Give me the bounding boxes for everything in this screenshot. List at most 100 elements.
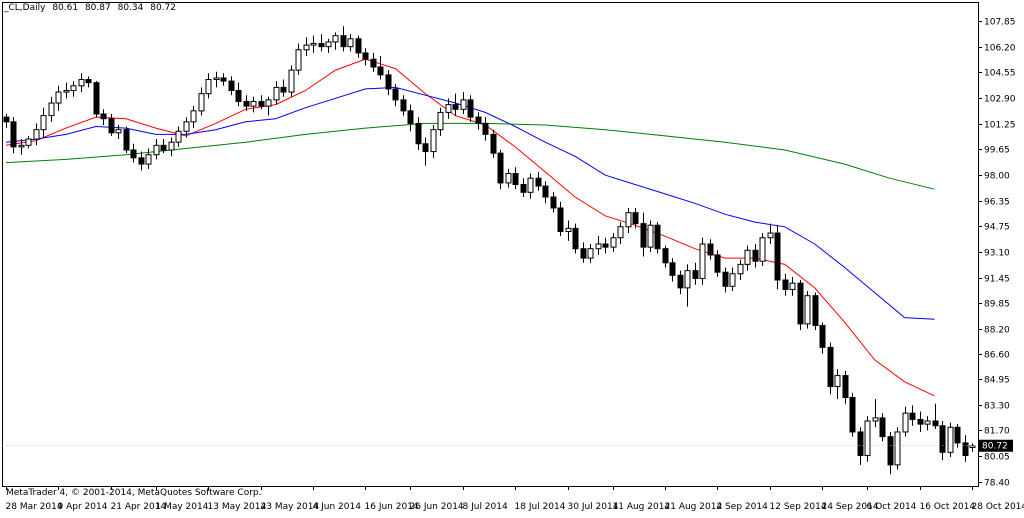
candle-body-down [543,186,548,197]
candle-body-up [431,130,436,152]
y-tick-label: 96.35 [984,198,1010,208]
y-tick-label: 99.65 [984,146,1010,156]
candle-body-up [214,78,219,80]
y-tick-label: 80.05 [984,453,1010,463]
candle-body-down [483,123,488,134]
y-tick-label: 81.70 [984,427,1010,437]
candle-body-down [723,272,728,286]
candle-body-up [49,103,54,116]
candle-body-down [940,426,945,453]
candle-body-down [236,90,241,101]
x-tick-label: 11 Aug 2014 [613,502,671,512]
candle-body-down [708,244,713,255]
candle-body-down [813,296,818,326]
candle-body-up [596,244,601,249]
open-value: 80.61 [52,3,78,13]
candle-body-up [26,139,31,145]
candle-body-down [139,158,144,164]
candle-body-down [536,178,541,186]
candle-body-up [611,238,616,247]
candle-body-down [363,53,368,59]
candle-body-up [685,271,690,288]
x-tick-label: 2 Sep 2014 [717,502,769,512]
candle-body-up [790,283,795,289]
candle-body-up [19,145,24,147]
candle-body-down [393,89,398,100]
candle-body-up [865,421,870,455]
candle-body-up [948,427,953,452]
candle-body-up [41,116,46,130]
candle-body-down [94,83,99,114]
candle-body-down [408,111,413,124]
candle-body-down [633,213,638,224]
candle-body-up [311,44,316,46]
y-tick-label: 84.95 [984,376,1010,386]
candle-body-up [304,45,309,50]
candle-body-up [745,250,750,264]
candle-body-down [453,105,458,110]
x-tick-label: 9 Apr 2014 [58,502,108,512]
candle-body-up [79,80,84,86]
symbol-label: _CL,Daily [4,3,45,13]
candle-body-down [513,174,518,185]
current-price-label: 80.72 [982,442,1008,452]
candle-body-up [56,92,61,103]
candle-body-up [146,155,151,164]
candle-body-up [461,100,466,109]
candle-body-down [918,419,923,424]
candle-body-down [229,81,234,90]
candle-body-down [820,325,825,347]
y-tick-label: 106.20 [984,44,1016,54]
y-tick-label: 78.40 [984,479,1010,489]
candle-body-up [730,274,735,287]
y-tick-label: 83.30 [984,402,1010,412]
candle-body-up [626,213,631,227]
candle-body-up [805,296,810,324]
candle-body-down [86,80,91,83]
candle-body-down [4,117,9,122]
candle-body-down [715,255,720,272]
candle-body-up [873,418,878,421]
candle-body-down [491,134,496,153]
x-tick-label: 1 May 2014 [156,502,209,512]
candle-body-down [641,224,646,247]
candle-body-down [161,145,166,150]
x-tick-label: 13 May 2014 [208,502,267,512]
candle-body-down [670,263,675,276]
candle-body-down [221,78,226,81]
candle-body-down [423,144,428,152]
candle-body-up [169,142,174,150]
candle-body-up [251,101,256,106]
y-tick-label: 98.00 [984,172,1010,182]
candle-body-down [663,249,668,263]
candle-body-down [850,398,855,432]
candle-body-up [184,122,189,131]
candle-body-down [963,443,968,456]
x-tick-label: 26 Jun 2014 [410,502,464,512]
candle-body-down [131,150,136,158]
candle-body-up [154,145,159,154]
candle-body-down [880,418,885,437]
candle-body-down [371,59,376,67]
candle-body-up [34,130,39,139]
candle-body-down [109,119,114,133]
moving-average-slow [6,123,935,189]
candle-body-up [206,80,211,94]
candle-body-down [476,117,481,123]
candle-body-down [933,421,938,426]
high-value: 80.87 [85,3,111,13]
y-tick-label: 94.75 [984,223,1010,233]
candle-body-up [266,100,271,106]
close-value: 80.72 [150,3,176,13]
candle-body-up [326,42,331,47]
candle-body-down [378,67,383,75]
candle-body-up [760,238,765,261]
candle-body-up [64,90,69,92]
candle-body-up [618,227,623,238]
candle-body-up [446,105,451,113]
x-tick-label: 28 Oct 2014 [972,502,1024,512]
candle-body-up [438,112,443,129]
candle-body-up [333,36,338,42]
